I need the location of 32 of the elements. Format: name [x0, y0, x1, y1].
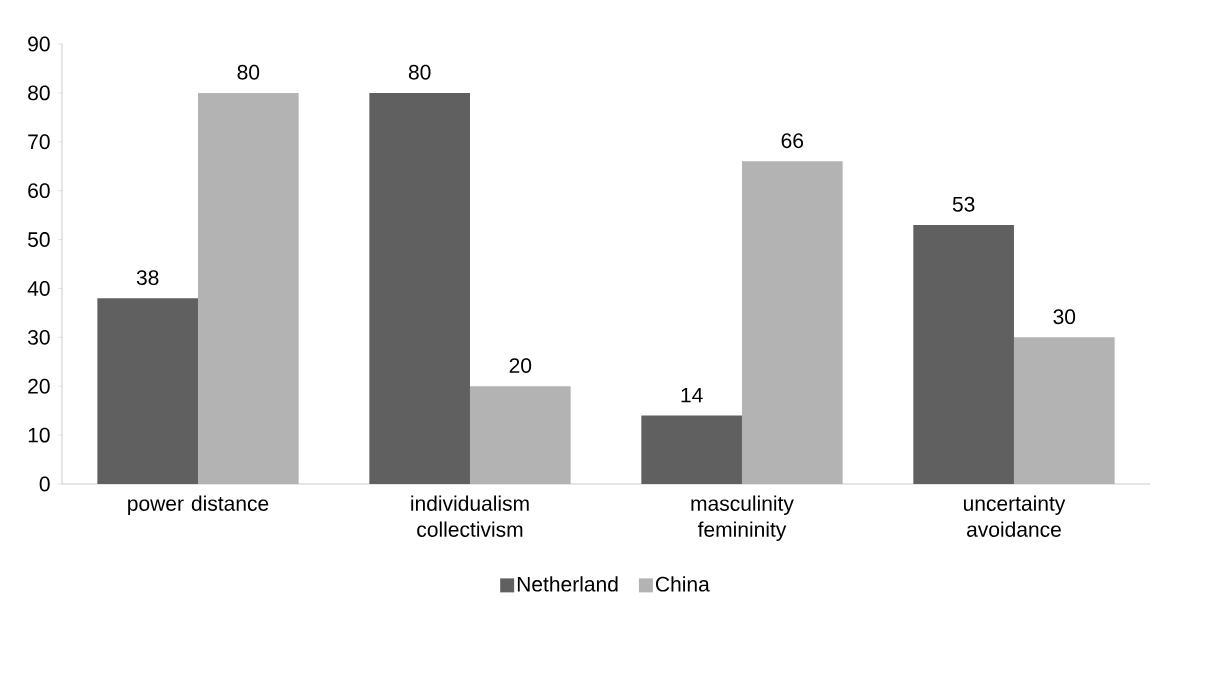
data-label: 66 [781, 133, 804, 149]
data-label: 80 [408, 64, 431, 80]
bar [97, 298, 198, 484]
data-label: 14 [681, 387, 703, 403]
y-tick-label: 70 [28, 134, 50, 150]
x-tick-label: power distance [128, 495, 269, 516]
y-tick-label: 90 [28, 36, 50, 52]
y-tick-label: 50 [28, 232, 50, 247]
bar [198, 92, 299, 484]
x-tick-label: uncertainty avoidance [963, 495, 1066, 537]
data-label: 38 [136, 270, 159, 286]
bar [741, 161, 843, 484]
x-tick-label: masculinity femininity [691, 495, 794, 542]
bar [369, 92, 470, 484]
bar [1013, 337, 1115, 484]
bar [913, 224, 1014, 484]
data-label: 80 [237, 64, 260, 80]
data-label: 20 [509, 358, 532, 374]
legend-label: China [655, 576, 710, 592]
data-label: 30 [1053, 309, 1076, 325]
legend-label: Netherland [517, 576, 618, 592]
y-tick-label: 20 [28, 378, 50, 394]
y-tick-label: 10 [28, 427, 50, 443]
y-tick-label: 60 [28, 183, 50, 199]
bar [641, 415, 742, 484]
bar [469, 386, 571, 484]
y-tick-label: 80 [28, 85, 50, 101]
data-label: 53 [952, 196, 975, 212]
y-tick-label: 30 [27, 329, 50, 345]
y-tick-label: 0 [39, 476, 50, 492]
x-tick-label: individualism collectivism [411, 495, 529, 537]
y-tick-label: 40 [27, 281, 50, 296]
